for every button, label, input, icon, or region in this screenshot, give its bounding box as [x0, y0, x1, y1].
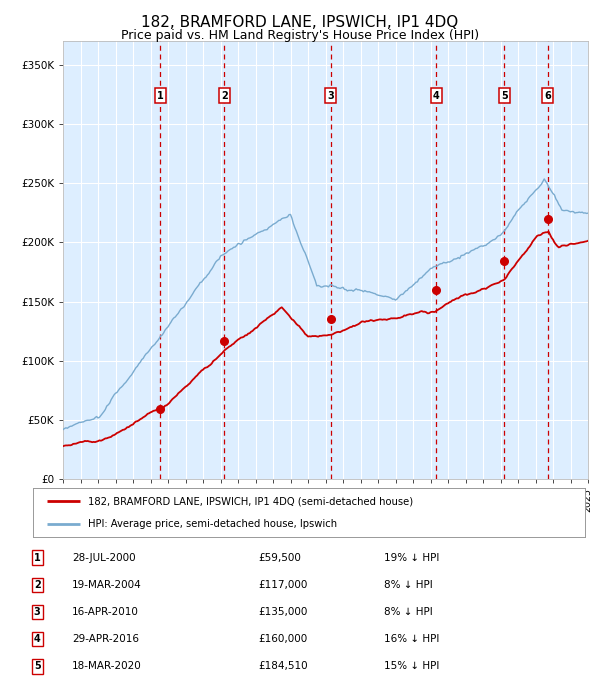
Text: 2: 2	[221, 90, 227, 101]
Text: 28-JUL-2000: 28-JUL-2000	[72, 553, 136, 562]
Text: 1: 1	[157, 90, 164, 101]
Text: 3: 3	[34, 607, 41, 617]
Text: Price paid vs. HM Land Registry's House Price Index (HPI): Price paid vs. HM Land Registry's House …	[121, 29, 479, 41]
Text: 4: 4	[34, 634, 41, 644]
Text: HPI: Average price, semi-detached house, Ipswich: HPI: Average price, semi-detached house,…	[88, 519, 337, 529]
Text: 182, BRAMFORD LANE, IPSWICH, IP1 4DQ: 182, BRAMFORD LANE, IPSWICH, IP1 4DQ	[142, 15, 458, 30]
Text: 19% ↓ HPI: 19% ↓ HPI	[384, 553, 439, 562]
Text: 8% ↓ HPI: 8% ↓ HPI	[384, 580, 433, 590]
Text: £135,000: £135,000	[258, 607, 307, 617]
Text: 15% ↓ HPI: 15% ↓ HPI	[384, 662, 439, 671]
Text: £160,000: £160,000	[258, 634, 307, 644]
Text: £117,000: £117,000	[258, 580, 307, 590]
Text: 2: 2	[34, 580, 41, 590]
Text: 19-MAR-2004: 19-MAR-2004	[72, 580, 142, 590]
Text: 182, BRAMFORD LANE, IPSWICH, IP1 4DQ (semi-detached house): 182, BRAMFORD LANE, IPSWICH, IP1 4DQ (se…	[88, 496, 413, 507]
Text: 4: 4	[433, 90, 440, 101]
Text: 16% ↓ HPI: 16% ↓ HPI	[384, 634, 439, 644]
Text: 16-APR-2010: 16-APR-2010	[72, 607, 139, 617]
Text: 3: 3	[327, 90, 334, 101]
Text: 8% ↓ HPI: 8% ↓ HPI	[384, 607, 433, 617]
Text: £59,500: £59,500	[258, 553, 301, 562]
Text: 5: 5	[501, 90, 508, 101]
Text: 6: 6	[544, 90, 551, 101]
Text: 18-MAR-2020: 18-MAR-2020	[72, 662, 142, 671]
Text: 5: 5	[34, 662, 41, 671]
Text: £184,510: £184,510	[258, 662, 308, 671]
Text: 1: 1	[34, 553, 41, 562]
Text: 29-APR-2016: 29-APR-2016	[72, 634, 139, 644]
